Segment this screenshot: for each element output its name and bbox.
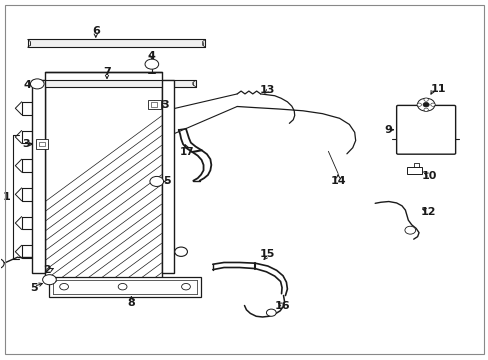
Text: 13: 13 — [259, 85, 275, 95]
Circle shape — [181, 283, 190, 290]
Circle shape — [423, 98, 427, 101]
Circle shape — [118, 283, 127, 290]
Circle shape — [42, 275, 56, 285]
Bar — [161, 80, 173, 273]
Bar — [148, 100, 160, 109]
Bar — [42, 80, 195, 87]
Circle shape — [174, 247, 187, 256]
Text: 4: 4 — [147, 51, 156, 61]
Bar — [44, 72, 161, 280]
Text: 1: 1 — [3, 192, 11, 202]
Bar — [32, 80, 44, 273]
Circle shape — [145, 59, 158, 69]
Text: 4: 4 — [23, 80, 31, 90]
Text: 5: 5 — [30, 283, 38, 293]
Text: 15: 15 — [259, 248, 275, 258]
Circle shape — [60, 283, 68, 290]
Text: 7: 7 — [103, 67, 111, 77]
Bar — [407, 167, 421, 174]
Text: 9: 9 — [383, 125, 391, 135]
Bar — [151, 102, 157, 107]
Text: 3: 3 — [162, 100, 169, 110]
Text: 8: 8 — [127, 298, 135, 308]
Text: 14: 14 — [329, 176, 345, 186]
Circle shape — [416, 98, 434, 111]
Text: 10: 10 — [421, 171, 437, 181]
Circle shape — [404, 226, 415, 234]
Circle shape — [422, 103, 428, 107]
Circle shape — [416, 103, 421, 106]
Bar — [49, 277, 200, 297]
Circle shape — [423, 108, 427, 111]
FancyBboxPatch shape — [396, 105, 455, 154]
Bar — [27, 40, 205, 47]
Text: 6: 6 — [92, 26, 100, 36]
Text: 11: 11 — [430, 84, 445, 94]
Bar — [36, 139, 48, 149]
Text: 16: 16 — [274, 301, 289, 311]
Circle shape — [0, 258, 4, 269]
Text: 17: 17 — [180, 147, 194, 157]
Text: 5: 5 — [163, 176, 171, 186]
Circle shape — [150, 176, 163, 186]
Circle shape — [266, 309, 276, 316]
Circle shape — [430, 103, 434, 106]
Text: 3: 3 — [22, 139, 30, 149]
Bar — [39, 142, 45, 147]
Text: 2: 2 — [43, 265, 51, 275]
Circle shape — [30, 79, 44, 89]
Text: 12: 12 — [420, 207, 436, 217]
